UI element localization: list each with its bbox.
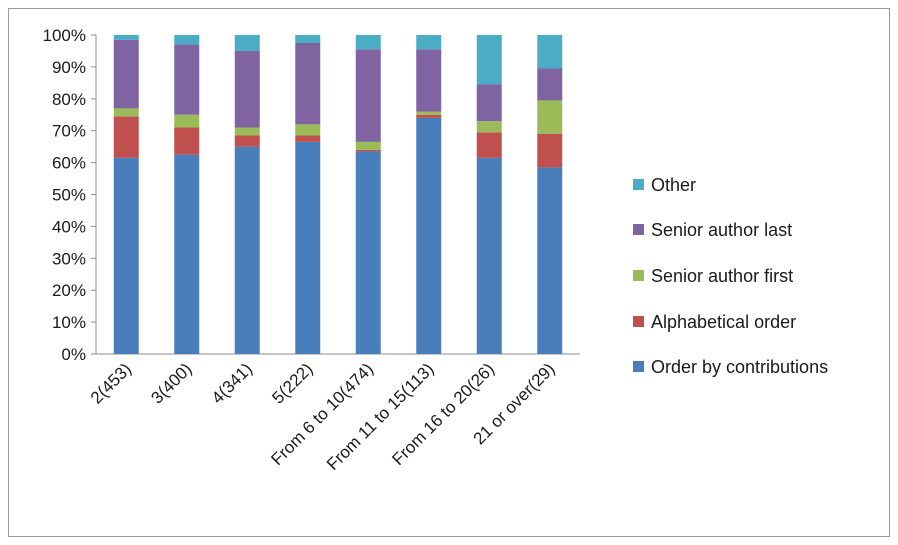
x-tick-label: From 11 to 15(113) bbox=[323, 359, 438, 474]
y-tick-label: 90% bbox=[52, 58, 86, 77]
bar-segment-senior-author-last bbox=[295, 42, 321, 125]
chart-frame bbox=[8, 8, 890, 537]
legend-swatch bbox=[633, 179, 644, 190]
x-tick-label: 5(222) bbox=[268, 359, 316, 407]
bar-segment-alphabetical-order bbox=[537, 133, 563, 168]
chart-axes: 0% 10% 20% 30% 40% 50% 60% 70% 80% 90% 100% bbox=[43, 26, 580, 364]
bar-segment-senior-author-first bbox=[537, 100, 563, 134]
bar-segment-other bbox=[234, 35, 260, 51]
y-tick-label: 0% bbox=[61, 345, 86, 364]
bar-segment-senior-author-last bbox=[476, 84, 502, 122]
bar-segment-alphabetical-order bbox=[416, 114, 442, 118]
bar-segment-order-by-contributions bbox=[355, 151, 381, 354]
legend-label: Senior author last bbox=[651, 220, 792, 240]
bar-segment-senior-author-last bbox=[234, 50, 260, 128]
chart-legend: Other Senior author last Senior author fir… bbox=[633, 175, 828, 377]
bar-segment-other bbox=[476, 35, 502, 85]
chart-bars bbox=[113, 35, 563, 355]
legend-swatch bbox=[633, 316, 644, 327]
bar-segment-senior-author-first bbox=[113, 108, 139, 117]
bar-segment-other bbox=[355, 35, 381, 50]
bar-segment-order-by-contributions bbox=[416, 117, 442, 354]
legend-label: Other bbox=[651, 175, 696, 195]
x-tick-label: 4(341) bbox=[208, 359, 256, 407]
legend-swatch bbox=[633, 270, 644, 281]
bar-segment-senior-author-first bbox=[476, 121, 502, 133]
bar-segment-alphabetical-order bbox=[355, 149, 381, 152]
bar-segment-senior-author-last bbox=[113, 39, 139, 109]
bar-segment-senior-author-first bbox=[174, 114, 200, 128]
y-tick-label: 20% bbox=[52, 281, 86, 300]
x-tick-label: From 6 to 10(474) bbox=[267, 359, 377, 469]
bar-segment-alphabetical-order bbox=[295, 135, 321, 142]
bar-segment-senior-author-first bbox=[355, 141, 381, 150]
legend-label: Senior author first bbox=[651, 266, 793, 286]
y-tick-label: 80% bbox=[52, 90, 86, 109]
bar-segment-other bbox=[113, 35, 139, 40]
bar-segment-alphabetical-order bbox=[234, 135, 260, 147]
y-tick-label: 70% bbox=[52, 122, 86, 141]
bar-segment-other bbox=[537, 35, 563, 69]
bar-segment-alphabetical-order bbox=[113, 116, 139, 158]
legend-swatch bbox=[633, 361, 644, 372]
legend-label: Alphabetical order bbox=[651, 312, 796, 332]
y-tick-label: 10% bbox=[52, 313, 86, 332]
bar-segment-senior-author-last bbox=[537, 68, 563, 101]
bar-segment-other bbox=[174, 35, 200, 45]
x-tick-label: 2(453) bbox=[87, 359, 135, 407]
bar-segment-order-by-contributions bbox=[476, 157, 502, 354]
y-tick-label: 30% bbox=[52, 249, 86, 268]
bar-segment-senior-author-first bbox=[295, 124, 321, 136]
bar-segment-other bbox=[416, 35, 442, 50]
bar-segment-order-by-contributions bbox=[113, 157, 139, 354]
bar-segment-order-by-contributions bbox=[537, 167, 563, 354]
y-tick-label: 50% bbox=[52, 186, 86, 205]
bar-segment-senior-author-first bbox=[234, 127, 260, 136]
bar-segment-alphabetical-order bbox=[174, 127, 200, 155]
bar-segment-senior-author-last bbox=[174, 44, 200, 115]
legend-label: Order by contributions bbox=[651, 357, 828, 377]
bar-segment-senior-author-last bbox=[355, 49, 381, 142]
bar-segment-alphabetical-order bbox=[476, 132, 502, 158]
x-axis-labels: 2(453) 3(400) 4(341) 5(222)From 6 to 10(474… bbox=[87, 359, 559, 474]
bar-segment-order-by-contributions bbox=[295, 141, 321, 354]
legend-swatch bbox=[633, 224, 644, 235]
bar-segment-senior-author-last bbox=[416, 49, 442, 112]
x-tick-label: 3(400) bbox=[147, 359, 195, 407]
bar-segment-senior-author-first bbox=[416, 111, 442, 115]
x-tick-label: From 16 to 20(26) bbox=[388, 359, 498, 469]
bar-segment-other bbox=[295, 35, 321, 43]
y-tick-label: 60% bbox=[52, 154, 86, 173]
y-tick-label: 100% bbox=[43, 26, 86, 45]
bar-segment-order-by-contributions bbox=[234, 146, 260, 354]
bar-segment-order-by-contributions bbox=[174, 154, 200, 355]
y-tick-label: 40% bbox=[52, 217, 86, 236]
